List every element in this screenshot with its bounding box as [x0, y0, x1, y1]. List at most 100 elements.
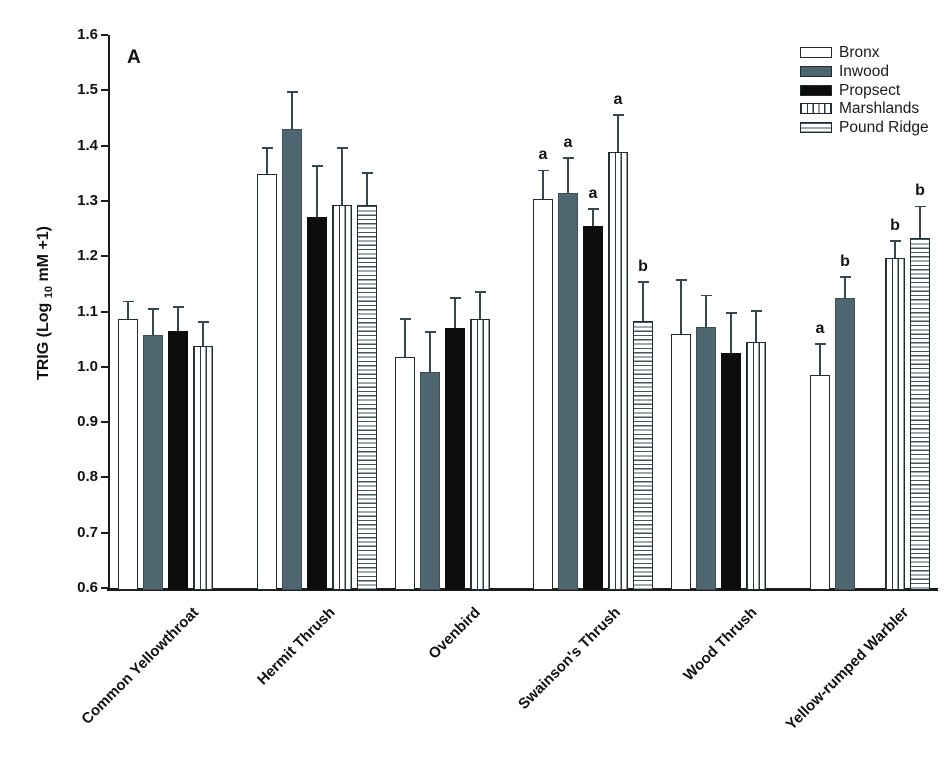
error-bar-line: [755, 310, 757, 343]
error-bar-line: [617, 115, 619, 152]
error-bar-cap: [122, 300, 134, 303]
significance-letter: a: [613, 91, 623, 109]
bar-bronx: [810, 374, 830, 590]
error-bar-line: [266, 148, 268, 175]
y-axis-title-suffix: mM +1): [35, 225, 52, 286]
error-bar-line: [404, 318, 406, 358]
error-bar-line: [592, 209, 594, 227]
error-bar-cap: [612, 114, 624, 117]
error-bar-line: [316, 166, 318, 217]
error-bar-cap: [147, 308, 159, 311]
error-bar-cap: [261, 147, 273, 150]
error-bar-cap: [750, 310, 762, 312]
error-bar-line: [819, 344, 821, 375]
y-tick-label: 0.8: [77, 468, 98, 486]
error-bar-cap: [637, 280, 649, 283]
error-bar-cap: [361, 171, 373, 174]
y-tick-mark: [101, 365, 108, 368]
error-bar-cap: [839, 276, 851, 279]
bar-inwood: [143, 335, 163, 590]
legend-swatch-pound-ridge: [800, 122, 832, 134]
error-bar-cap: [172, 306, 184, 308]
legend-swatch-propsect: [800, 84, 832, 96]
significance-letter: b: [915, 182, 925, 200]
legend-swatch-marshlands: [800, 103, 832, 115]
error-bar-cap: [537, 169, 549, 172]
bar-pound-ridge: [357, 205, 377, 590]
significance-letter: b: [890, 217, 900, 235]
bar-marshlands: [885, 258, 905, 590]
bar-pound-ridge: [910, 237, 930, 590]
y-tick-mark: [101, 476, 108, 479]
bar-propsect: [721, 352, 741, 590]
error-bar-cap: [311, 165, 323, 167]
error-bar-cap: [562, 157, 574, 160]
significance-letter: a: [588, 185, 598, 203]
bar-bronx: [533, 199, 553, 590]
y-tick-label: 1.0: [77, 357, 98, 375]
y-tick-label: 1.2: [77, 247, 98, 265]
error-bar-cap: [286, 91, 298, 93]
error-bar-cap: [449, 297, 461, 300]
y-axis-title: TRIG (Log 10 mM +1): [35, 153, 57, 453]
error-bar-cap: [197, 321, 209, 323]
legend-swatch-bronx: [800, 47, 832, 58]
error-bar-line: [542, 170, 544, 200]
error-bar-cap: [700, 294, 712, 297]
y-tick-label: 1.1: [77, 302, 98, 320]
bar-propsect: [168, 330, 188, 590]
error-bar-cap: [814, 343, 826, 346]
legend-swatch-inwood: [800, 65, 832, 77]
error-bar-line: [919, 206, 921, 238]
error-bar-cap: [399, 317, 411, 320]
bar-marshlands: [193, 346, 213, 590]
bar-marshlands: [746, 342, 766, 590]
error-bar-cap: [336, 146, 348, 149]
error-bar-line: [429, 331, 431, 373]
y-axis-title-prefix: TRIG (Log: [35, 298, 52, 381]
bar-marshlands: [470, 319, 490, 590]
bar-propsect: [583, 226, 603, 590]
x-category-label: Swainson's Thrush: [515, 604, 625, 713]
error-bar-line: [341, 147, 343, 205]
significance-letter: b: [840, 253, 850, 271]
error-bar-line: [454, 298, 456, 328]
legend-label-inwood: Inwood: [839, 62, 889, 80]
bar-inwood: [558, 193, 578, 590]
error-bar-line: [567, 158, 569, 194]
y-tick-label: 1.6: [77, 26, 98, 43]
y-tick-label: 0.6: [77, 579, 98, 596]
error-bar-line: [152, 309, 154, 336]
significance-letter: b: [638, 257, 648, 275]
error-bar-cap: [474, 291, 486, 294]
y-axis-title-subscript: 10: [43, 286, 56, 299]
y-tick-label: 1.5: [77, 81, 98, 99]
error-bar-line: [202, 322, 204, 347]
y-tick-mark: [101, 144, 108, 147]
bar-propsect: [445, 327, 465, 590]
error-bar-line: [291, 91, 293, 129]
bar-pound-ridge: [633, 321, 653, 590]
bar-inwood: [696, 326, 716, 590]
bar-marshlands: [608, 151, 628, 590]
x-category-label: Yellow-rumped Warbler: [782, 604, 913, 734]
bar-marshlands: [332, 204, 352, 590]
bar-propsect: [307, 216, 327, 590]
legend-label-propsect: Propsect: [839, 81, 901, 99]
error-bar-cap: [914, 205, 926, 208]
y-tick-mark: [101, 310, 108, 313]
y-tick-label: 0.9: [77, 413, 98, 431]
error-bar-line: [705, 295, 707, 327]
error-bar-cap: [675, 279, 687, 281]
error-bar-cap: [725, 312, 737, 315]
error-bar-line: [177, 307, 179, 331]
x-axis-line: [107, 588, 938, 591]
error-bar-line: [894, 241, 896, 259]
error-bar-cap: [889, 240, 901, 243]
bar-inwood: [835, 298, 855, 590]
error-bar-cap: [587, 208, 599, 211]
y-tick-mark: [101, 587, 108, 589]
y-tick-mark: [101, 199, 108, 202]
y-tick-mark: [101, 421, 108, 424]
